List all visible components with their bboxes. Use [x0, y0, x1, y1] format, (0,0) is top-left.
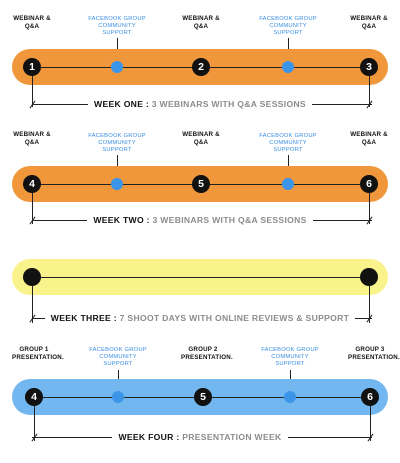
week-two-caption: WEEK TWO : 3 WEBINARS WITH Q&A SESSIONS [0, 215, 400, 225]
drop-line [32, 277, 33, 323]
week-two-heading: WEEK TWO : [93, 215, 150, 225]
session-node-2: 2 [192, 58, 210, 76]
support-dot [111, 178, 123, 190]
week-three-caption: WEEK THREE : 7 SHOOT DAYS WITH ONLINE RE… [0, 313, 400, 323]
week-four-label-5: GROUP 3 PRESENTATION. [348, 346, 400, 361]
presentation-node-5: 5 [194, 388, 212, 406]
week-two-label-1: WEBINAR & Q&A [13, 131, 51, 146]
week-one-label-5: WEBINAR & Q&A [350, 15, 388, 30]
connector-line [288, 155, 289, 175]
drop-line [369, 184, 370, 224]
week-three-heading: WEEK THREE : [50, 313, 117, 323]
week-four-label-2: FACEBOOK GROUP COMMUNITY SUPPORT [89, 347, 147, 367]
drop-line [32, 67, 33, 107]
session-node-5: 5 [192, 175, 210, 193]
connector-line [117, 38, 118, 58]
week-one-label-2: FACEBOOK GROUP COMMUNITY SUPPORT [88, 16, 146, 36]
week-four-label-1: GROUP 1 PRESENTATION. [12, 346, 64, 361]
week-one-label-3: WEBINAR & Q&A [182, 15, 220, 30]
week-four-label-3: GROUP 2 PRESENTATION. [181, 346, 233, 361]
week-three-subtitle: 7 SHOOT DAYS WITH ONLINE REVIEWS & SUPPO… [119, 313, 350, 323]
week-two-label-5: WEBINAR & Q&A [350, 131, 388, 146]
drop-line [32, 184, 33, 224]
session-node-6: 6 [360, 175, 378, 193]
support-dot [282, 61, 294, 73]
session-node-1: 1 [23, 58, 41, 76]
support-dot [284, 391, 296, 403]
session-node-3: 3 [360, 58, 378, 76]
shoot-start-node [23, 268, 41, 286]
week-four-heading: WEEK FOUR : [118, 432, 180, 442]
week-four-label-4: FACEBOOK GROUP COMMUNITY SUPPORT [261, 347, 319, 367]
drop-line [369, 67, 370, 107]
week-one-caption: WEEK ONE : 3 WEBINARS WITH Q&A SESSIONS [0, 99, 400, 109]
support-dot [111, 61, 123, 73]
support-dot [282, 178, 294, 190]
week-four-caption: WEEK FOUR : PRESENTATION WEEK [0, 432, 400, 442]
shoot-end-node [360, 268, 378, 286]
drop-line [370, 397, 371, 441]
week-one-heading: WEEK ONE : [94, 99, 150, 109]
session-node-4: 4 [23, 175, 41, 193]
connector-line [288, 38, 289, 58]
week-one-subtitle: 3 WEBINARS WITH Q&A SESSIONS [151, 99, 306, 109]
week-two-label-3: WEBINAR & Q&A [182, 131, 220, 146]
week-two-label-4: FACEBOOK GROUP COMMUNITY SUPPORT [259, 133, 317, 153]
presentation-node-4: 4 [25, 388, 43, 406]
presentation-node-6: 6 [361, 388, 379, 406]
week-two-subtitle: 3 WEBINARS WITH Q&A SESSIONS [152, 215, 307, 225]
connector-line [117, 155, 118, 175]
timeline-track [32, 277, 370, 278]
week-one-label-4: FACEBOOK GROUP COMMUNITY SUPPORT [259, 16, 317, 36]
drop-line [34, 397, 35, 441]
support-dot [112, 391, 124, 403]
week-four-subtitle: PRESENTATION WEEK [182, 432, 282, 442]
week-one-label-1: WEBINAR & Q&A [13, 15, 51, 30]
drop-line [369, 277, 370, 323]
week-two-label-2: FACEBOOK GROUP COMMUNITY SUPPORT [88, 133, 146, 153]
